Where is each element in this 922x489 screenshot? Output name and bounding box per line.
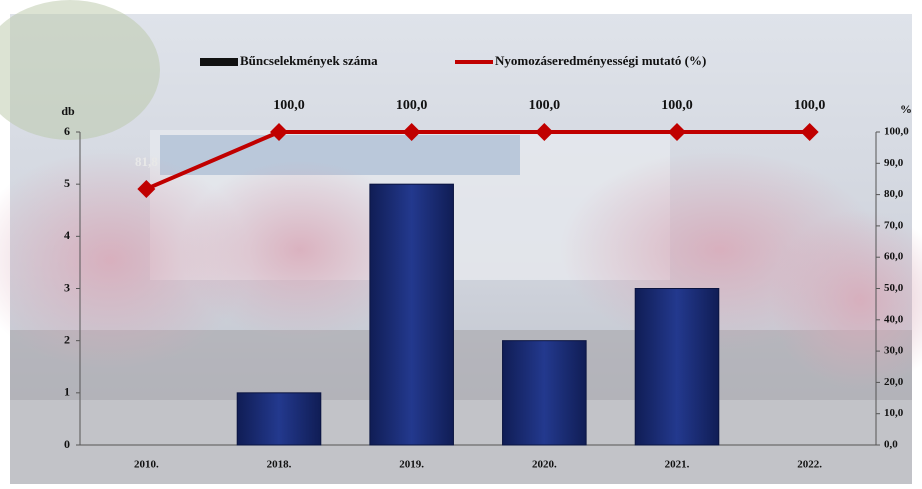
y-tick-label: 4 — [64, 228, 70, 242]
y2-tick-label: 90,0 — [884, 157, 904, 169]
y-tick-label: 6 — [64, 124, 70, 138]
x-tick-label: 2022. — [797, 459, 822, 471]
data-label: 81,8 — [135, 154, 158, 169]
bar — [502, 340, 587, 446]
y-tick-label: 3 — [64, 280, 70, 294]
y2-tick-label: 80,0 — [884, 188, 904, 200]
y-axis-label: db — [61, 104, 75, 118]
y-tick-label: 5 — [64, 176, 70, 190]
x-tick-label: 2019. — [399, 459, 424, 471]
line-marker — [800, 123, 819, 141]
data-label: 100,0 — [529, 98, 561, 113]
y-tick-label: 0 — [64, 437, 70, 451]
bar — [236, 392, 322, 446]
x-tick-label: 2018. — [267, 459, 292, 471]
line-marker — [402, 123, 421, 141]
y2-tick-label: 30,0 — [884, 345, 904, 357]
line-marker — [668, 123, 686, 141]
y2-tick-label: 20,0 — [884, 376, 904, 388]
bar — [634, 288, 720, 446]
line-marker — [137, 179, 156, 198]
legend-label: Bűncselekmények száma — [240, 53, 378, 68]
data-label: 100,0 — [794, 98, 826, 113]
bar — [369, 183, 454, 446]
x-tick-label: 2020. — [532, 459, 557, 471]
y2-tick-label: 50,0 — [884, 282, 904, 294]
y-tick-label: 2 — [64, 332, 70, 346]
legend-swatch — [200, 58, 238, 66]
legend-label: Nyomozáseredményességi mutató (%) — [495, 53, 706, 68]
line — [145, 130, 810, 191]
y-tick-label: 1 — [64, 385, 70, 399]
line-marker — [270, 123, 288, 141]
y2-tick-label: 60,0 — [884, 251, 904, 263]
y2-tick-label: 40,0 — [884, 313, 904, 325]
y2-tick-label: 10,0 — [884, 407, 904, 419]
y2-axis-label: % — [900, 102, 912, 116]
y2-tick-label: 70,0 — [884, 219, 904, 231]
line-marker — [535, 123, 554, 141]
y2-tick-label: 0,0 — [884, 439, 898, 451]
x-tick-label: 2010. — [134, 459, 159, 471]
y2-tick-label: 100,0 — [884, 126, 909, 138]
data-label: 100,0 — [273, 98, 305, 113]
data-label: 100,0 — [661, 98, 693, 113]
data-label: 100,0 — [396, 98, 428, 113]
x-tick-label: 2021. — [665, 459, 690, 471]
